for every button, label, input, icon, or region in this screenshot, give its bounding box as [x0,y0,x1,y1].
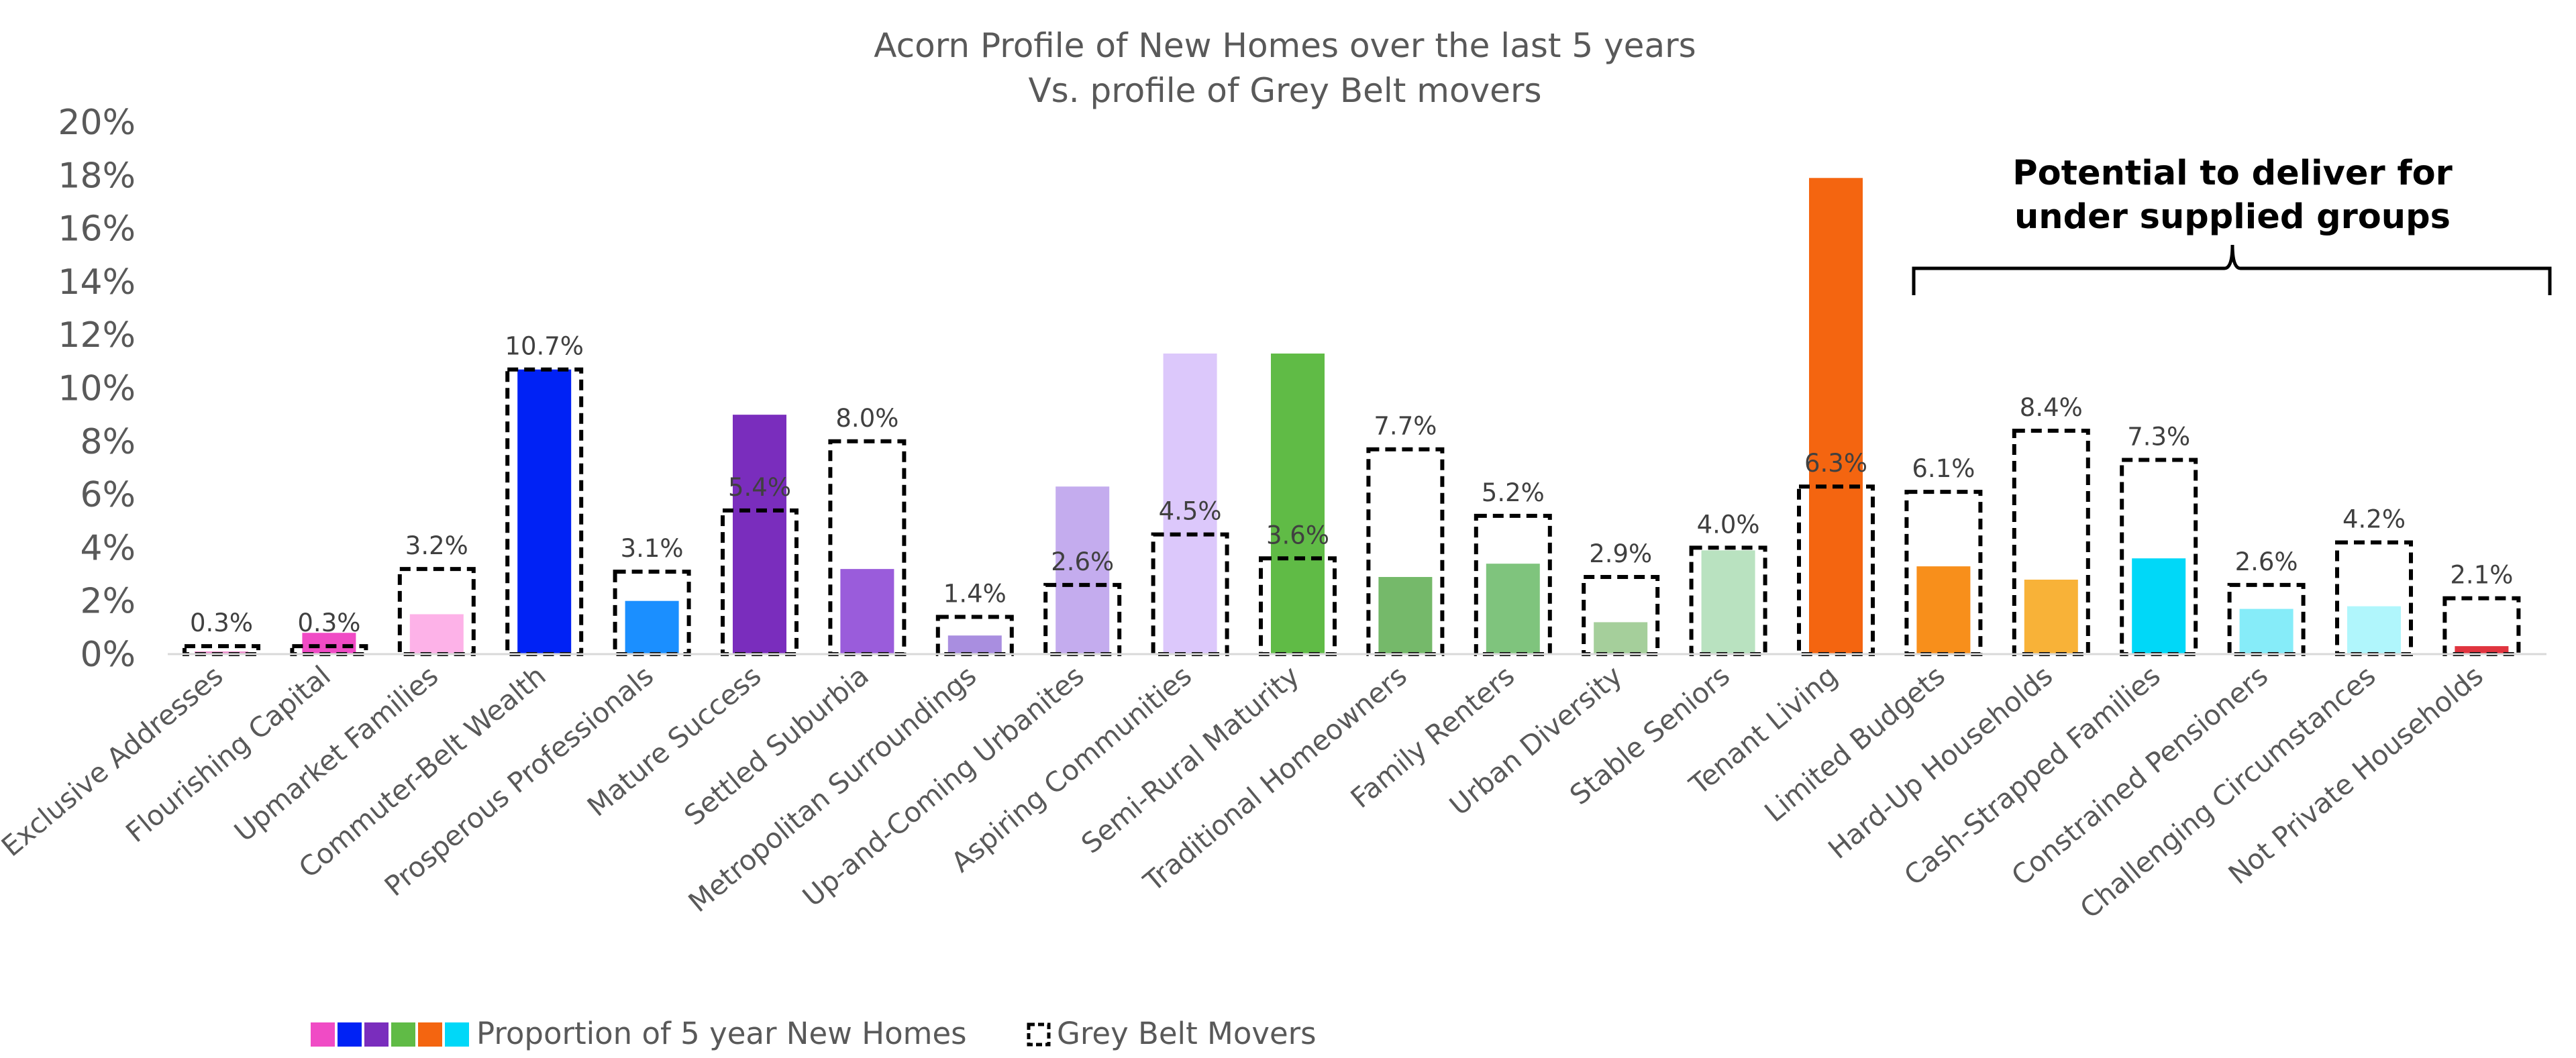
grey-belt-box [1366,447,1445,656]
legend-swatch [338,1022,362,1047]
new-homes-bar [2024,579,2078,654]
legend-swatch-grey-belt [1027,1022,1051,1047]
y-tick-label: 14% [58,262,136,303]
y-tick-label: 8% [81,422,136,462]
new-homes-bar [733,415,786,654]
new-homes-bar [2455,646,2509,654]
grey-belt-data-label: 4.5% [1159,497,1222,526]
grey-belt-data-label: 3.2% [405,531,468,560]
new-homes-bar [2132,558,2186,654]
annotation-line-1: Potential to deliver for [2012,154,2453,193]
new-homes-bar [1163,353,1217,654]
grey-belt-data-label: 7.3% [2127,423,2190,452]
annotation-bracket [1912,244,2552,295]
y-tick-label: 12% [58,315,136,356]
grey-belt-data-label: 8.0% [835,404,898,433]
y-tick-label: 0% [81,635,136,675]
new-homes-bar [947,635,1002,654]
annotation-line-2: under supplied groups [2014,197,2451,237]
x-tick-label: Settled Suburbia [678,659,875,832]
legend-swatch [364,1022,389,1047]
legend: Proportion of 5 year New Homes Grey Belt… [311,1016,1317,1051]
grey-belt-data-label: 2.9% [1589,539,1652,568]
new-homes-bar [625,600,679,654]
new-homes-bar [1271,353,1325,654]
new-homes-bar [840,569,894,654]
grey-belt-box [1151,532,1229,657]
legend-swatch [418,1022,442,1047]
y-axis: 0% 2% 4% 6% 8% 10% 12% 14% 16% 18% 20% [58,103,136,675]
grey-belt-data-label: 5.2% [1482,478,1545,507]
new-homes-bar [517,369,572,654]
grey-belt-data-label: 7.7% [1374,412,1437,441]
annotation: Potential to deliver for under supplied … [1912,154,2552,295]
grey-belt-box [2012,428,2090,656]
legend-label-new-homes: Proportion of 5 year New Homes [476,1016,967,1051]
y-tick-label: 6% [81,475,136,515]
grey-belt-data-label: 6.3% [1804,449,1867,478]
grey-belt-data-label: 8.4% [2020,393,2083,422]
chart-title: Acorn Profile of New Homes over the last… [874,26,1696,65]
grey-belt-data-label: 0.3% [190,609,253,637]
grey-belt-data-label: 4.2% [2342,505,2406,533]
x-tick-label: Limited Budgets [1759,659,1951,829]
grey-belt-data-label: 5.4% [728,473,791,502]
y-tick-label: 18% [58,156,136,196]
new-homes-bar [1486,564,1540,654]
new-homes-bar [1594,622,1648,654]
grey-belt-box [935,615,1014,656]
grey-belt-data-label: 3.1% [621,534,684,563]
y-tick-label: 16% [58,209,136,250]
grey-belt-data-label: 2.6% [1051,547,1114,576]
legend-swatch [445,1022,469,1047]
grey-belt-box [2442,596,2521,656]
grey-belt-data-label: 2.6% [2235,547,2298,576]
grey-belt-data-label: 10.7% [505,332,584,361]
grey-belt-data-label: 2.1% [2450,561,2513,590]
grey-belt-data-label: 0.3% [297,609,360,637]
grey-belt-box [1474,513,1552,656]
new-homes-bar [1809,178,1863,654]
grey-belt-data-label: 6.1% [1912,454,1975,483]
new-homes-bar [2239,609,2294,654]
new-homes-bar [1701,550,1755,654]
y-tick-label: 4% [81,528,136,568]
new-homes-bar [409,614,464,654]
grey-belt-data-label: 4.0% [1697,510,1760,539]
grey-belt-box [1689,545,1767,657]
data-labels: 0.3% 0.3% 3.2% 10.7% 3.1% 5.4% 8.0% 1.4% 2.6% 4.5… [190,332,2513,637]
new-homes-bar [1055,486,1110,654]
y-tick-label: 2% [81,582,136,622]
grey-belt-box [2227,582,2306,656]
legend-swatches [311,1022,469,1047]
y-tick-label: 20% [58,103,136,143]
legend-label-grey-belt: Grey Belt Movers [1057,1016,1317,1051]
x-tick-label: Flourishing Capital [119,659,336,849]
grey-belt-data-label: 1.4% [943,579,1007,608]
legend-swatch [311,1022,335,1047]
new-homes-bar [302,633,356,654]
new-homes-bar [2347,606,2401,654]
grey-belt-box [183,644,260,656]
x-tick-label: Upmarket Families [228,659,444,848]
chart-subtitle: Vs. profile of Grey Belt movers [1028,71,1541,110]
new-homes-bars [195,178,2509,654]
grey-belt-box [1043,582,1122,656]
new-homes-bar [1378,577,1433,654]
legend-swatch [391,1022,415,1047]
grey-belt-box [397,567,476,656]
y-tick-label: 10% [58,369,136,409]
grey-belt-data-label: 3.6% [1266,521,1329,549]
new-homes-bar [1916,566,1971,654]
